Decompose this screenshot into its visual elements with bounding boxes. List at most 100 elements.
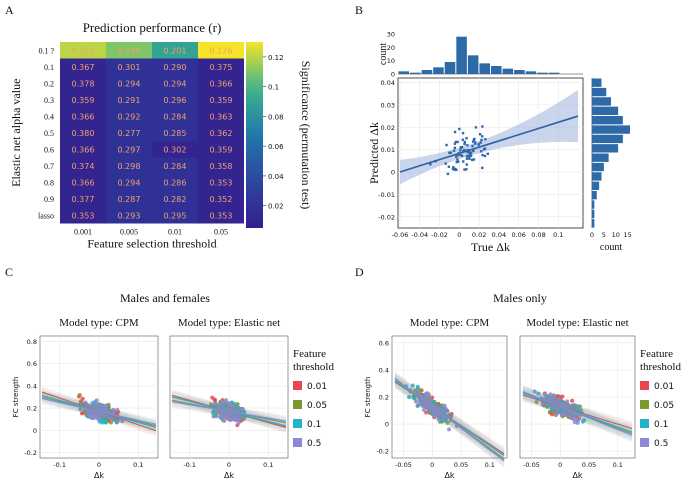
heatmap-cell-value: 0.359	[210, 145, 233, 154]
heatmap-cell	[152, 75, 198, 92]
subplot-point	[424, 410, 429, 415]
regression-line	[522, 390, 633, 436]
subplot-point	[108, 420, 113, 425]
subplot-point	[238, 416, 243, 421]
scatter-b-point	[453, 130, 457, 134]
heatmap-cell-value: 0.285	[164, 129, 187, 138]
panel-label-b: B	[355, 3, 363, 17]
heatmap-cell-value: 0.290	[164, 63, 187, 72]
regression-line	[394, 377, 505, 462]
panel-label-c: C	[5, 265, 13, 279]
scatter-b-point	[452, 149, 456, 152]
heatmap-cell-value: 0.294	[118, 178, 141, 187]
subplot-point	[442, 403, 447, 408]
subplot-y-tick: -0.2	[376, 448, 389, 456]
right-hist-bar	[592, 162, 604, 172]
subplot-point	[554, 399, 559, 404]
subplot-point	[412, 396, 417, 401]
heatmap-cell	[60, 174, 106, 191]
legend-swatch	[293, 400, 302, 409]
right-hist-tick: 10	[612, 231, 620, 239]
right-hist-bar	[592, 191, 597, 200]
legend-label: 0.01	[654, 382, 674, 392]
top-hist-bar	[444, 62, 456, 74]
scatter-b-point	[460, 154, 464, 158]
heatmap-x-tick: 0.05	[214, 228, 228, 237]
legend-label: 0.1	[307, 420, 321, 430]
top-hist-bar	[456, 36, 467, 74]
subplot-point	[104, 403, 109, 408]
heatmap-cell-value: 0.353	[210, 178, 233, 187]
subplot-point	[418, 388, 423, 393]
legend-swatch	[640, 400, 649, 409]
top-hist-bar	[537, 72, 548, 74]
scatter-b-point	[446, 172, 450, 176]
scatter-b-x-tick: 0.1	[553, 231, 563, 239]
top-hist-bar	[410, 72, 421, 74]
right-hist-bar	[592, 200, 595, 209]
heatmap-cell-value: 0.375	[210, 63, 233, 72]
right-hist-bar	[592, 134, 623, 144]
subplot-point	[99, 414, 104, 419]
subplot-x-tick: 0	[97, 461, 101, 469]
heatmap-x-label: Feature selection threshold	[87, 237, 216, 251]
subplot-x-tick: 0.05	[454, 461, 468, 469]
heatmap-cell-value: 0.362	[210, 129, 233, 138]
legend-label: 0.01	[307, 382, 327, 392]
colorbar-tick: 0.04	[268, 173, 284, 181]
colorbar-tick: 0.1	[268, 84, 279, 92]
heatmap-cell	[60, 108, 106, 125]
scatter-b-point	[429, 163, 432, 166]
scatter-b-point	[468, 157, 471, 160]
right-hist-bar	[592, 125, 630, 134]
subplot-point	[570, 398, 575, 403]
right-hist-tick: 5	[602, 231, 606, 239]
subplot-point	[111, 417, 116, 422]
heatmap-cell-value: 0.378	[72, 79, 95, 88]
scatter-b-y-tick: 0.02	[381, 124, 395, 132]
scatter-b-point	[456, 158, 459, 161]
heatmap-cell	[152, 124, 198, 141]
scatter-b-x-tick: 0.08	[531, 231, 545, 239]
subplot-point	[447, 427, 452, 432]
top-hist-tick: 10	[387, 57, 395, 65]
subplot-point	[428, 399, 433, 404]
legend-label: 0.1	[654, 420, 668, 430]
scatter-b-point	[486, 152, 490, 156]
scatter-b-point	[456, 140, 459, 144]
heatmap-cell	[152, 141, 198, 158]
subplot-point	[103, 420, 108, 425]
subplot-point	[410, 383, 415, 388]
heatmap-cell-value: 0.359	[210, 96, 233, 105]
scatter-b-point	[456, 154, 459, 157]
heatmap-cell	[60, 141, 106, 158]
subplot-point	[435, 404, 440, 409]
heatmap-cell-value: 0.366	[72, 178, 95, 187]
heatmap-x-tick: 0.005	[120, 228, 138, 237]
subplot-point	[415, 388, 420, 393]
regression-line	[394, 380, 505, 457]
heatmap-cell-value: 0.353	[210, 211, 233, 220]
heatmap-cell-value: 0.363	[210, 112, 233, 121]
scatter-b-point	[484, 138, 487, 141]
subplot-point	[554, 411, 559, 416]
scatter-b-point	[477, 143, 480, 147]
heatmap-cell	[198, 141, 244, 158]
subplot-point	[552, 395, 557, 400]
subplot-point	[212, 397, 217, 402]
scatter-b-point	[463, 168, 466, 171]
heatmap-cell	[60, 190, 106, 207]
subplot-y-tick: 0.4	[379, 366, 389, 374]
scatter-b-point	[469, 151, 473, 154]
subplot-x-tick: -0.05	[395, 461, 412, 469]
heatmap-cell	[106, 207, 152, 224]
subplot-y-tick: 0.2	[27, 405, 37, 413]
scatter-b-x-tick: -0.02	[431, 231, 448, 239]
subplot-y-label: FC strength	[364, 377, 372, 418]
heatmap-y-tick: 0.9	[44, 195, 54, 204]
right-hist-tick: 15	[623, 231, 631, 239]
subplot-x-tick: 0	[430, 461, 434, 469]
subplot-point	[575, 406, 580, 411]
scatter-b-x-label: True Δk	[471, 240, 510, 254]
